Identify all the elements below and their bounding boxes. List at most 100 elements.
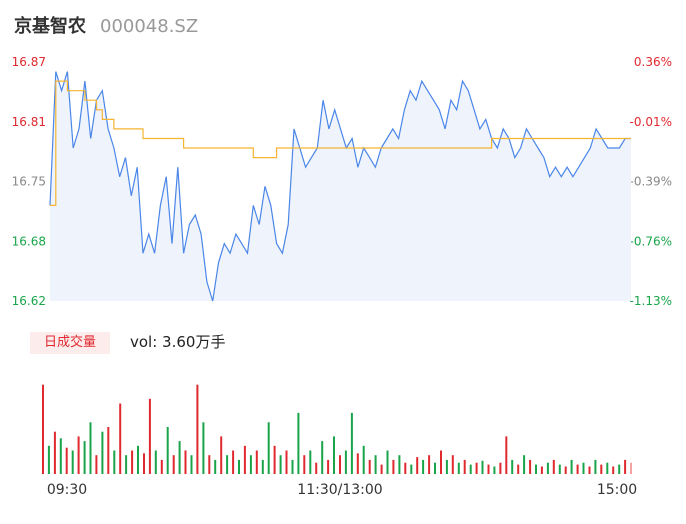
volume-bar bbox=[630, 462, 632, 474]
volume-bar bbox=[255, 450, 258, 474]
volume-bar bbox=[160, 459, 163, 474]
volume-bar bbox=[214, 459, 217, 474]
volume-bar bbox=[238, 459, 240, 474]
volume-bar bbox=[463, 459, 466, 474]
volume-bar bbox=[392, 459, 395, 474]
volume-bar bbox=[131, 450, 134, 474]
x-tick: 15:00 bbox=[597, 482, 637, 498]
volume-bar bbox=[47, 445, 50, 474]
volume-bar bbox=[618, 464, 621, 474]
volume-bar bbox=[226, 455, 229, 474]
volume-bar bbox=[445, 459, 448, 474]
volume-bar bbox=[511, 459, 514, 474]
volume-bar bbox=[540, 466, 543, 474]
volume-bar bbox=[552, 459, 555, 474]
stock-name: 京基智农 bbox=[14, 16, 86, 37]
volume-bar bbox=[333, 436, 335, 474]
volume-bar bbox=[303, 455, 306, 474]
volume-bar bbox=[600, 464, 603, 474]
volume-bar bbox=[208, 455, 211, 474]
volume-bar bbox=[416, 457, 419, 474]
volume-bar bbox=[505, 436, 508, 474]
average-line bbox=[50, 80, 631, 206]
volume-bar bbox=[327, 459, 330, 474]
volume-bar bbox=[202, 422, 205, 474]
volume-bar bbox=[362, 445, 365, 474]
volume-bar bbox=[624, 459, 627, 474]
volume-bar bbox=[59, 438, 62, 474]
y-tick-right: -0.01% bbox=[630, 115, 672, 129]
volume-bar bbox=[469, 464, 472, 474]
volume-bar bbox=[220, 436, 223, 474]
volume-tab[interactable]: 日成交量 bbox=[30, 332, 110, 354]
volume-bar bbox=[410, 464, 413, 474]
volume-bar bbox=[190, 455, 193, 474]
volume-bar bbox=[53, 431, 56, 474]
volume-bar bbox=[166, 427, 169, 474]
volume-bar bbox=[398, 455, 401, 474]
volume-bar bbox=[243, 445, 246, 474]
stock-code: 000048.SZ bbox=[100, 16, 199, 37]
volume-bar bbox=[517, 464, 520, 474]
volume-bar bbox=[356, 453, 359, 474]
y-tick-right: -1.13% bbox=[630, 294, 672, 308]
volume-bar bbox=[107, 427, 110, 474]
volume-bar bbox=[404, 462, 407, 474]
volume-bar bbox=[606, 462, 609, 474]
volume-bar bbox=[261, 459, 264, 474]
volume-bar bbox=[493, 466, 496, 474]
volume-bar bbox=[558, 464, 561, 474]
volume-readout: vol: 3.60万手 bbox=[130, 333, 226, 351]
y-tick-left: 16.62 bbox=[12, 294, 46, 308]
volume-bar bbox=[350, 412, 353, 474]
x-tick: 11:30/13:00 bbox=[297, 482, 382, 498]
volume-bar bbox=[582, 462, 585, 474]
volume-bar bbox=[196, 384, 199, 474]
volume-bar bbox=[535, 464, 537, 474]
y-tick-left: 16.87 bbox=[12, 55, 46, 69]
volume-bar bbox=[101, 431, 104, 474]
volume-bar bbox=[95, 455, 98, 474]
x-tick: 09:30 bbox=[47, 482, 87, 498]
volume-bar bbox=[434, 462, 436, 474]
volume-bar bbox=[143, 453, 145, 474]
volume-bar bbox=[297, 412, 300, 474]
y-tick-left: 16.81 bbox=[12, 115, 46, 129]
volume-bar bbox=[374, 455, 377, 474]
volume-bar bbox=[172, 455, 175, 474]
volume-bar bbox=[368, 459, 371, 474]
volume-bar bbox=[576, 464, 579, 474]
volume-bar bbox=[113, 450, 116, 474]
volume-bar bbox=[523, 455, 526, 474]
volume-bar bbox=[83, 441, 86, 474]
volume-bar bbox=[481, 460, 484, 474]
volume-bar bbox=[309, 450, 312, 474]
volume-bar bbox=[588, 466, 591, 474]
volume-bar bbox=[344, 450, 347, 474]
volume-bar bbox=[475, 462, 478, 474]
y-tick-right: 0.36% bbox=[634, 55, 672, 69]
volume-bar bbox=[249, 455, 252, 474]
volume-bar bbox=[457, 462, 460, 474]
volume-bar bbox=[564, 466, 567, 474]
volume-bar bbox=[148, 398, 151, 474]
volume-bar bbox=[137, 445, 139, 474]
volume-bar bbox=[291, 459, 294, 474]
volume-bar bbox=[232, 450, 235, 474]
volume-bar bbox=[422, 459, 425, 474]
volume-bar bbox=[71, 450, 74, 474]
y-tick-right: -0.76% bbox=[630, 234, 672, 248]
volume-bar bbox=[273, 445, 276, 474]
volume-bar bbox=[380, 464, 383, 474]
volume-bar bbox=[339, 455, 341, 474]
y-tick-right: -0.39% bbox=[630, 175, 672, 189]
volume-bar bbox=[178, 441, 181, 474]
volume-bar bbox=[279, 455, 282, 474]
volume-bar bbox=[77, 436, 80, 474]
volume-bar bbox=[451, 455, 454, 474]
volume-bar bbox=[546, 462, 549, 474]
volume-bar bbox=[65, 447, 68, 474]
volume-bar bbox=[612, 466, 615, 474]
volume-bar bbox=[321, 441, 324, 474]
volume-bar bbox=[184, 450, 187, 474]
